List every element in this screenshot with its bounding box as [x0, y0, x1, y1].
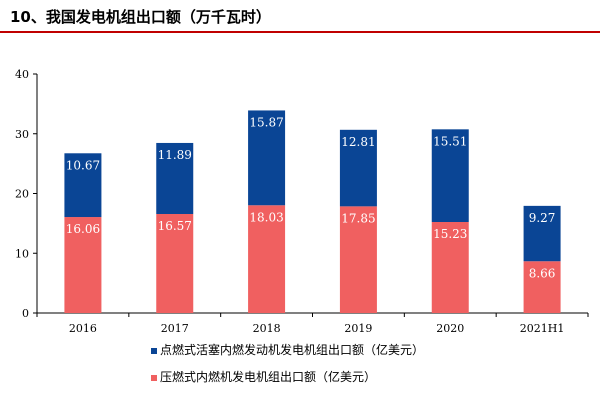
- bar-bottom-value-label: 15.23: [433, 227, 467, 241]
- x-tick-label: 2019: [344, 322, 372, 335]
- bar-bottom-value-label: 18.03: [249, 210, 283, 224]
- y-tick-label: 20: [15, 188, 29, 201]
- bar-top-value-label: 9.27: [529, 211, 556, 225]
- x-tick-label: 2016: [69, 322, 97, 335]
- bar-top-segment: [64, 153, 102, 218]
- bar-top-segment: [339, 129, 377, 207]
- y-tick-label: 0: [22, 307, 29, 320]
- bar-bottom-segment: [431, 222, 469, 313]
- bar-top-value-label: 12.81: [341, 135, 375, 149]
- bar-bottom-segment: [64, 217, 102, 313]
- bar-bottom-value-label: 16.57: [158, 219, 192, 233]
- legend: 点燃式活塞内燃发动机发电机组出口额（亿美元） 压燃式内燃机发电机组出口额（亿美元）: [151, 342, 424, 384]
- bar-bottom-segment: [339, 206, 377, 313]
- bar-top-segment: [156, 142, 194, 214]
- bar-top-value-label: 11.89: [158, 148, 192, 162]
- legend-entry-label: 压燃式内燃机发电机组出口额（亿美元）: [160, 369, 376, 384]
- bar-top-segment: [248, 110, 286, 206]
- bar-top-segment: [523, 205, 561, 262]
- legend-entry-label: 点燃式活塞内燃发动机发电机组出口额（亿美元）: [160, 342, 424, 357]
- y-tick-label: 10: [15, 247, 29, 260]
- bar-top-segment: [431, 129, 469, 223]
- title-underline: [0, 31, 600, 33]
- y-tick-label: 30: [15, 128, 29, 141]
- axes: 0 10 20 30 40 2016 2017 2018 2019 2020 2021H1: [15, 68, 589, 335]
- bars: 16.06 10.67 16.57 11.89 18.03 15.87 17.85 12.81…: [64, 110, 561, 313]
- bar-top-value-label: 10.67: [66, 158, 100, 172]
- x-tick-label: 2020: [436, 322, 464, 335]
- bar-bottom-segment: [156, 213, 194, 313]
- bar-bottom-value-label: 16.06: [66, 222, 100, 236]
- bar-bottom-segment: [523, 261, 561, 313]
- legend-swatch: [151, 375, 157, 381]
- bar-bottom-value-label: 8.66: [529, 266, 556, 280]
- x-tick-label: 2017: [161, 322, 189, 335]
- bar-top-value-label: 15.87: [249, 115, 283, 129]
- x-tick-label: 2021H1: [520, 322, 565, 335]
- bar-top-value-label: 15.51: [433, 134, 467, 148]
- bar-bottom-segment: [248, 205, 286, 313]
- legend-swatch: [151, 348, 157, 354]
- chart-title: 10、我国发电机组出口额（万千瓦时）: [10, 8, 271, 26]
- bar-bottom-value-label: 17.85: [341, 211, 375, 225]
- y-tick-label: 40: [15, 68, 29, 81]
- x-tick-label: 2018: [253, 322, 281, 335]
